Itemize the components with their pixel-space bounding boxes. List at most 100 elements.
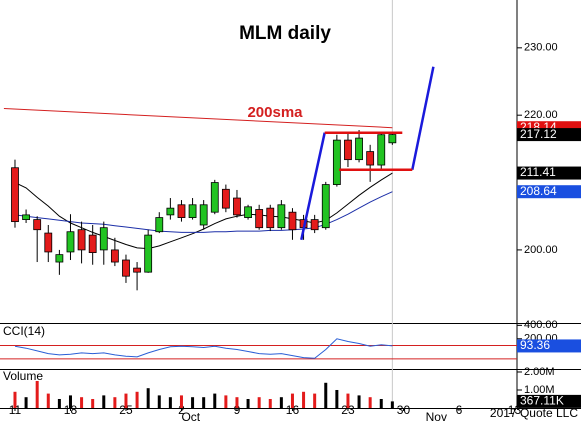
candle-body bbox=[166, 207, 175, 216]
x-tick-label: 16 bbox=[286, 403, 300, 417]
y-tick-label: 400.00 bbox=[524, 319, 558, 331]
y-tick-label: 2.00M bbox=[524, 366, 555, 378]
x-tick-label: 23 bbox=[341, 403, 355, 417]
y-tick-label: 230.00 bbox=[524, 42, 558, 54]
candle-body bbox=[155, 217, 164, 233]
candle-body bbox=[22, 214, 30, 220]
candle-body bbox=[266, 207, 275, 229]
price-label-box bbox=[517, 128, 581, 142]
volume-bar bbox=[257, 397, 261, 408]
volume-bar bbox=[313, 393, 317, 408]
candle-body bbox=[177, 204, 186, 218]
volume-bar bbox=[68, 395, 72, 408]
price-label-box bbox=[517, 166, 581, 180]
candle-body bbox=[221, 188, 230, 209]
candle-body bbox=[377, 134, 386, 166]
volume-bar bbox=[268, 398, 272, 408]
price-label: 211.41 bbox=[520, 165, 556, 179]
candle-body bbox=[88, 234, 97, 254]
candle-body bbox=[355, 137, 363, 161]
candle-body bbox=[332, 139, 341, 185]
candle-body bbox=[133, 267, 141, 273]
trend-drawing bbox=[411, 66, 435, 171]
candle-body bbox=[344, 139, 352, 161]
volume-value-label-box bbox=[517, 394, 581, 408]
cci-value-label: 93.36 bbox=[520, 338, 550, 352]
volume-bar bbox=[202, 397, 206, 408]
candle-body bbox=[66, 231, 75, 253]
x-tick-label: 9 bbox=[234, 403, 241, 417]
candle-body bbox=[366, 151, 375, 166]
volume-bar bbox=[135, 391, 139, 408]
volume-bar bbox=[368, 397, 372, 408]
candle-body bbox=[210, 182, 219, 213]
candle-body bbox=[321, 184, 330, 229]
volume-bar bbox=[324, 382, 328, 408]
volume-value-label: 367.11K bbox=[520, 394, 564, 408]
volume-bar bbox=[379, 398, 383, 408]
candle-body bbox=[388, 134, 397, 144]
volume-bar bbox=[124, 393, 128, 408]
volume-bar bbox=[191, 397, 195, 408]
x-tick-label: 2 bbox=[178, 403, 185, 417]
price-label: 217.12 bbox=[520, 127, 557, 141]
volume-bar bbox=[290, 393, 294, 408]
volume-bar bbox=[179, 395, 183, 408]
volume-bar bbox=[346, 393, 350, 408]
y-tick-label: 1.00M bbox=[524, 384, 555, 396]
candle-body bbox=[288, 211, 297, 231]
price-label-box bbox=[517, 185, 581, 199]
panel-title: Volume bbox=[3, 369, 43, 383]
candle-body bbox=[55, 254, 64, 263]
volume-bar bbox=[157, 395, 161, 408]
x-tick-label: 6 bbox=[456, 403, 463, 417]
chart-title: MLM daily bbox=[239, 23, 331, 44]
candle-body bbox=[233, 197, 241, 216]
month-label: Oct bbox=[181, 410, 200, 423]
volume-bar bbox=[35, 380, 39, 408]
x-tick-label: 11 bbox=[9, 403, 22, 417]
volume-bar bbox=[235, 397, 239, 408]
volume-bar bbox=[46, 393, 50, 408]
volume-bar bbox=[168, 397, 172, 408]
candle-body bbox=[244, 206, 252, 218]
candle-body bbox=[33, 219, 42, 231]
y-tick-label: 220.00 bbox=[524, 109, 558, 121]
candle-body bbox=[99, 227, 108, 251]
candle-body bbox=[255, 209, 264, 229]
sma-annotation: 200sma bbox=[247, 104, 303, 121]
month-label: Nov bbox=[426, 410, 447, 423]
cci-line bbox=[14, 338, 393, 359]
candle-body bbox=[277, 204, 286, 229]
volume-bar bbox=[102, 395, 106, 408]
candle-body bbox=[122, 259, 130, 277]
candle-body bbox=[310, 219, 319, 231]
candle-body bbox=[199, 204, 208, 226]
x-tick-label: 30 bbox=[397, 403, 411, 417]
volume-bar bbox=[335, 389, 339, 408]
volume-bar bbox=[390, 401, 394, 408]
trend-drawing bbox=[300, 132, 326, 241]
volume-bar bbox=[24, 397, 28, 408]
candle-body bbox=[110, 249, 119, 263]
volume-bar bbox=[279, 397, 283, 408]
cci-value-label-box bbox=[517, 339, 581, 353]
volume-bar bbox=[246, 398, 250, 408]
candle-body bbox=[144, 234, 153, 273]
candle-body bbox=[188, 204, 197, 218]
panel-title: CCI(14) bbox=[3, 324, 45, 338]
indicator-line bbox=[3, 108, 393, 129]
volume-bar bbox=[57, 398, 61, 408]
volume-bar bbox=[224, 395, 228, 408]
volume-bar bbox=[113, 397, 117, 408]
x-tick-label: 18 bbox=[64, 403, 78, 417]
volume-bar bbox=[357, 395, 361, 408]
footer: 2017 Quote LLC bbox=[490, 406, 578, 420]
volume-bar bbox=[213, 393, 217, 408]
volume-bar bbox=[80, 397, 84, 408]
candle-body bbox=[11, 167, 19, 223]
volume-bar bbox=[146, 388, 150, 408]
volume-bar bbox=[302, 391, 306, 408]
